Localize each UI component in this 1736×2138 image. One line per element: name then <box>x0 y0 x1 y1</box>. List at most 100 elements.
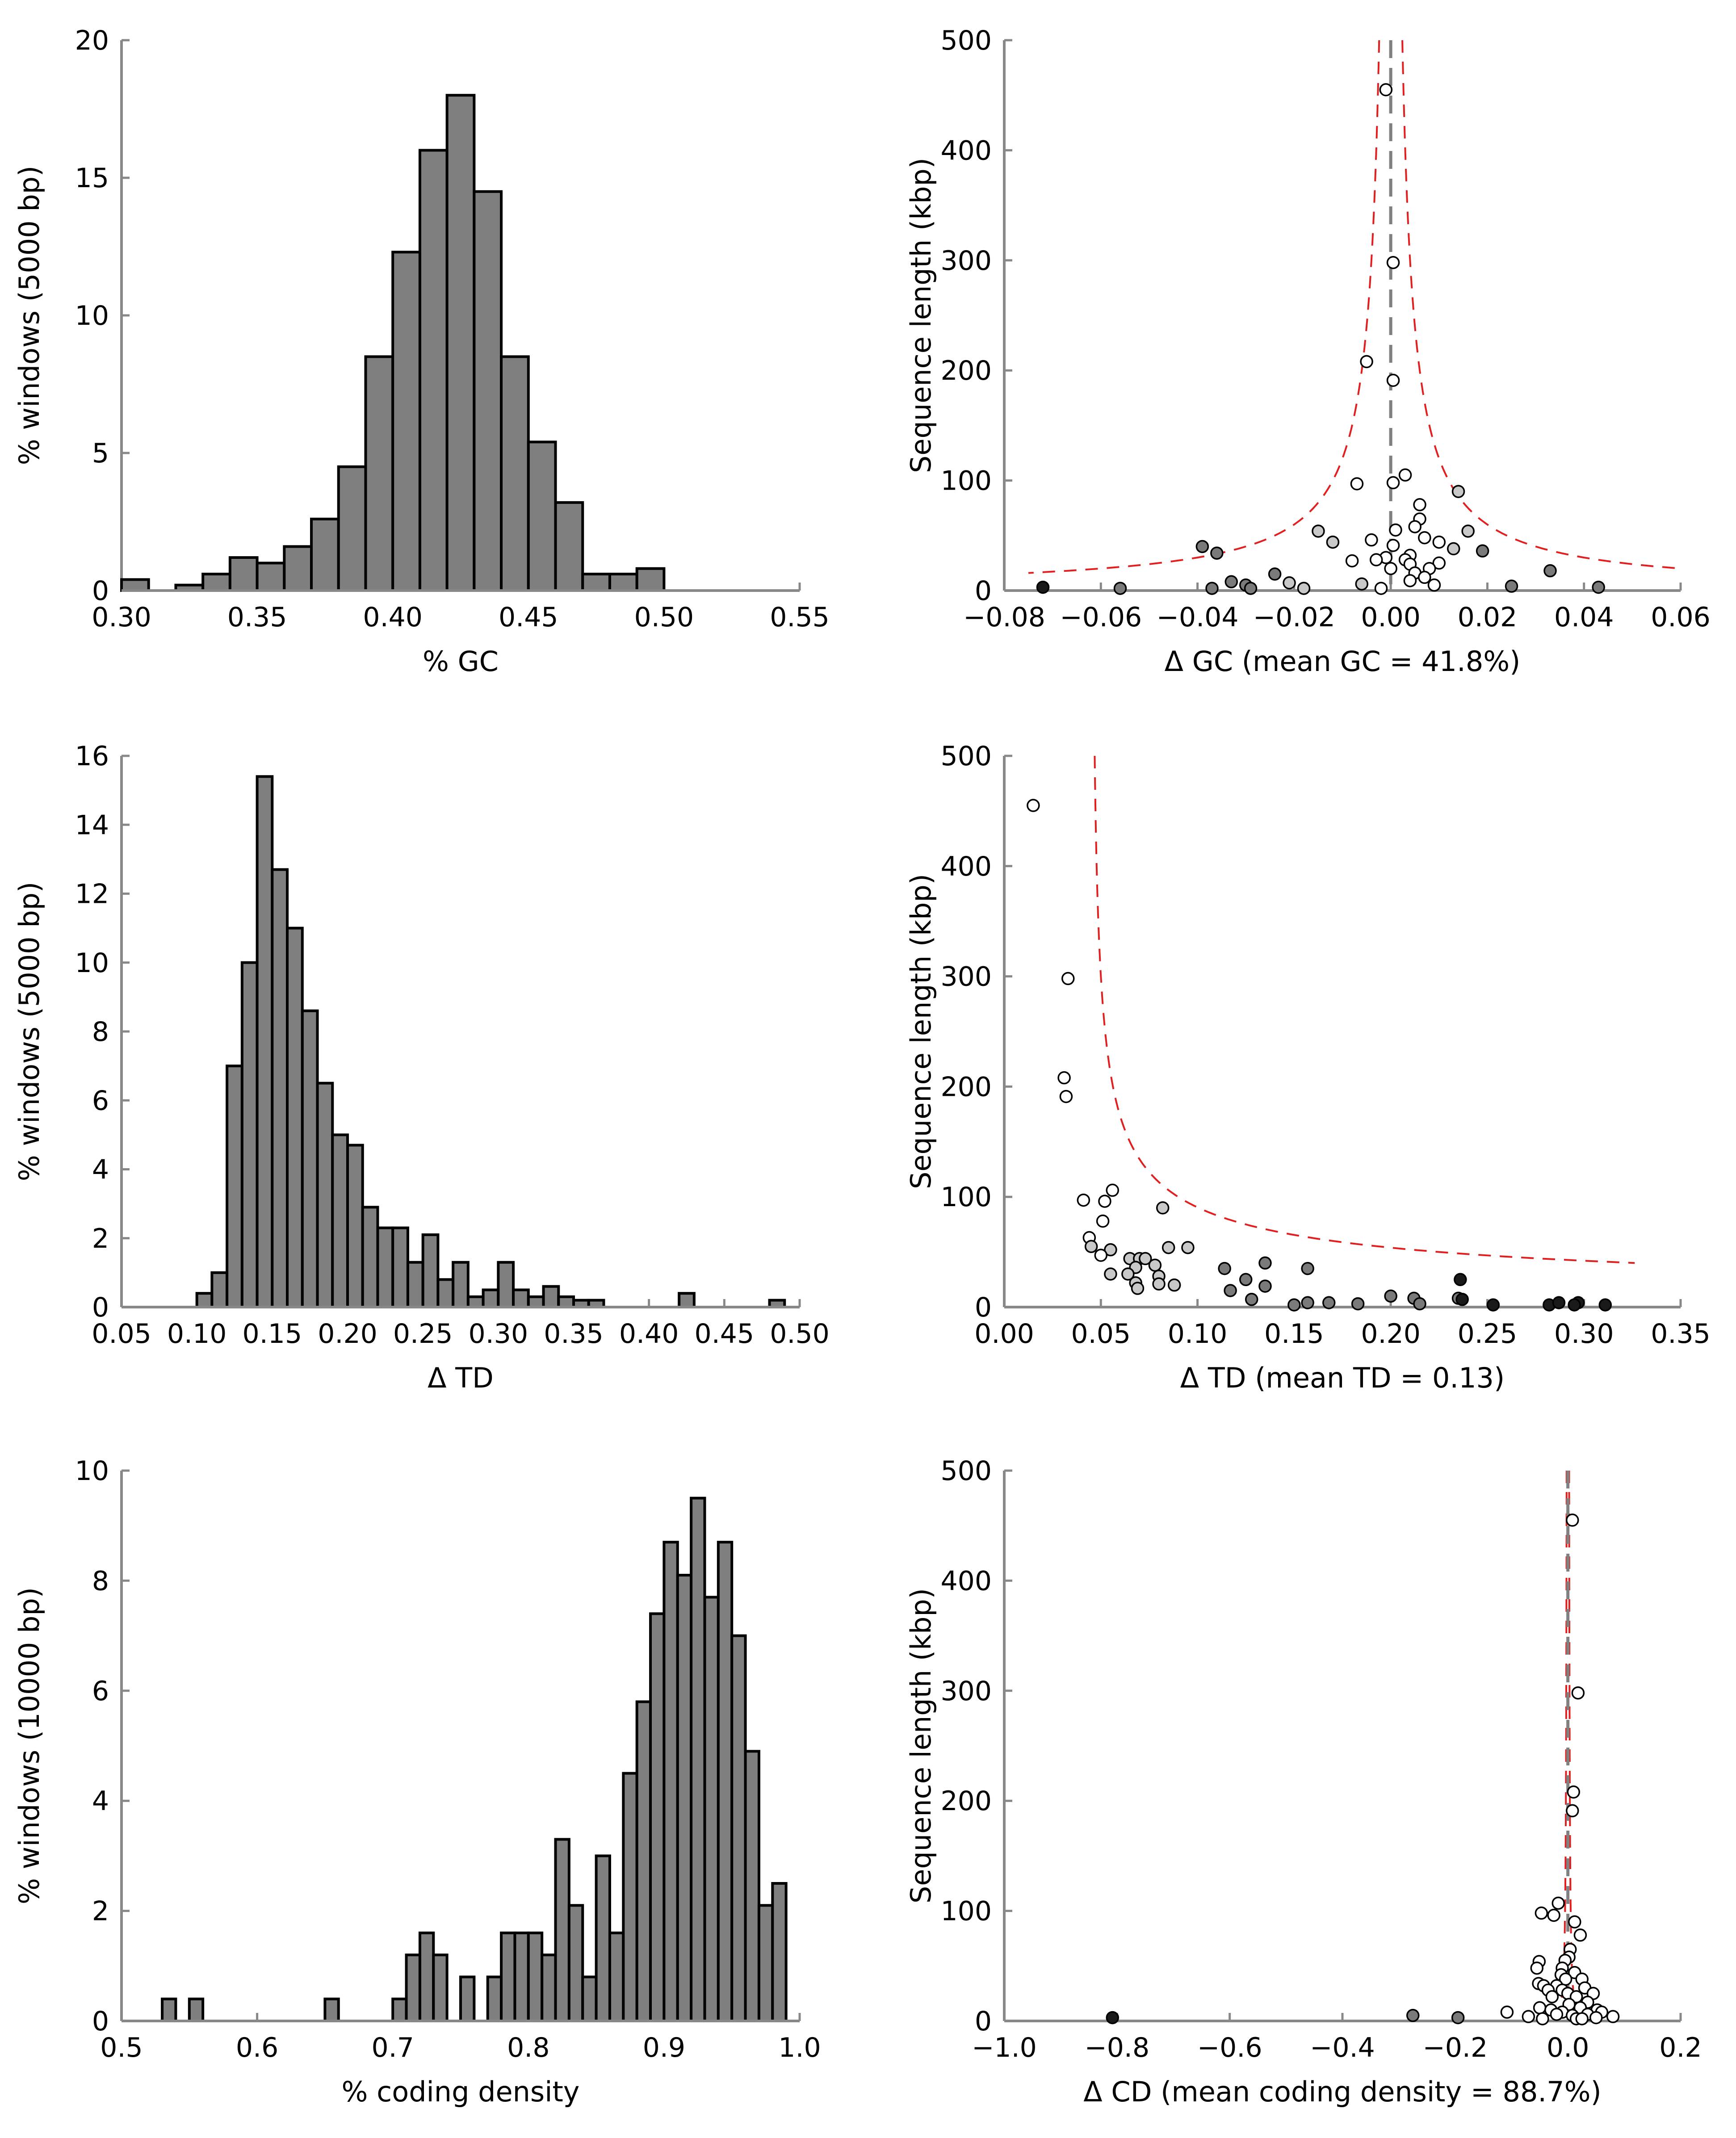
histogram-bar <box>316 1082 334 1308</box>
histogram-bar <box>346 1144 364 1308</box>
y-tick-label: 20 <box>75 25 109 56</box>
x-tick-label: −0.04 <box>1157 602 1239 633</box>
x-tick-label: 0.50 <box>634 602 694 633</box>
x-tick-label: 0.40 <box>363 602 423 633</box>
x-tick-label: 0.25 <box>393 1318 453 1350</box>
x-axis-title: Δ CD (mean coding density = 88.7%) <box>1083 2075 1601 2108</box>
scatter-point <box>1287 1298 1301 1312</box>
scatter-point <box>1418 570 1431 584</box>
x-tick-label: −0.08 <box>963 602 1045 633</box>
x-tick-label: 0.2 <box>1659 2032 1702 2063</box>
x-tick-label: 0.10 <box>1168 1318 1228 1350</box>
histogram-bar <box>635 1700 652 2022</box>
histogram-bar <box>459 1975 476 2022</box>
histogram-bar <box>226 1065 243 1308</box>
td-scatter-panel: 0 100 200 300 400 500 0.00 0.05 0.10 0.15 0.20 0.25… <box>905 741 1711 1394</box>
histogram-bar <box>466 1295 485 1309</box>
y-tick-label: 6 <box>92 1676 109 1707</box>
y-tick-label: 300 <box>940 245 992 277</box>
histogram-bar <box>432 1954 449 2023</box>
histogram-bar <box>195 1292 214 1308</box>
histogram-bar <box>188 1997 205 2023</box>
histogram-bar <box>649 1612 666 2023</box>
histogram-bar <box>486 1975 503 2022</box>
y-tick-label: 400 <box>940 851 992 882</box>
scatter-point <box>1413 1297 1426 1311</box>
y-axis-title: % windows (5000 bp) <box>13 882 46 1181</box>
scatter-point <box>1245 1292 1258 1306</box>
scatter-point <box>1386 539 1400 552</box>
scatter-point <box>1386 256 1400 269</box>
histogram-bar <box>527 440 557 592</box>
histogram-bar <box>730 1634 747 2023</box>
x-tick-label: 0.30 <box>469 1318 528 1350</box>
scatter-point <box>1386 373 1400 387</box>
histogram-bar <box>541 1954 557 2023</box>
scatter-point <box>1476 544 1489 558</box>
histogram-bar <box>161 1997 177 2023</box>
x-tick-label: 0.30 <box>1554 1318 1614 1350</box>
x-tick-label: 0.5 <box>100 2032 143 2063</box>
y-tick-label: 200 <box>940 1786 992 1817</box>
histogram-bar <box>473 190 503 592</box>
histogram-bar <box>331 1133 349 1308</box>
gc-hist-panel: 0 5 10 15 20 0.30 0.35 0.40 0.45 0.50 0.55 % GC % wi… <box>13 25 830 678</box>
scatter-point <box>1486 1298 1500 1312</box>
y-tick-label: 100 <box>940 465 992 497</box>
scatter-point <box>1571 1686 1585 1700</box>
x-tick-label: 0.02 <box>1458 602 1518 633</box>
histogram-bar <box>240 961 259 1308</box>
histogram-bar <box>286 926 304 1308</box>
scatter-point <box>1096 1214 1110 1228</box>
histogram-bar <box>421 1233 440 1309</box>
scatter-point <box>1592 580 1605 594</box>
histogram-bar <box>581 573 611 592</box>
y-tick-label: 400 <box>940 1565 992 1597</box>
scatter-point <box>1224 575 1238 589</box>
histogram-bar <box>436 1278 455 1309</box>
scatter-point <box>1106 1183 1119 1197</box>
scatter-point <box>1500 2005 1514 2019</box>
histogram-bar <box>405 1954 421 2023</box>
scatter-point <box>1451 485 1465 498</box>
histogram-bar <box>497 1261 515 1309</box>
scatter-point <box>1551 1896 1565 1910</box>
scatter-point <box>1131 1282 1145 1295</box>
scatter-point <box>1447 542 1460 556</box>
scatter-point <box>1360 355 1373 369</box>
scatter-point <box>1418 531 1431 545</box>
y-axis-title: Sequence length (kbp) <box>905 158 937 473</box>
scatter-point <box>1104 1267 1117 1281</box>
scatter-point <box>1258 1279 1272 1293</box>
scatter-point <box>1027 799 1040 812</box>
histogram-bar <box>445 94 476 592</box>
histogram-bar <box>391 1997 408 2023</box>
histogram-bar <box>608 573 638 592</box>
x-tick-label: −0.8 <box>1084 2032 1149 2063</box>
scatter-point <box>1345 554 1359 568</box>
scatter-point <box>1545 1990 1559 2004</box>
histogram-bar <box>513 1931 530 2022</box>
scatter-point <box>1351 1297 1365 1311</box>
x-tick-label: 0.8 <box>507 2032 549 2063</box>
scatter-point <box>1326 535 1340 549</box>
histogram-bar <box>595 1854 611 2022</box>
scatter-point <box>1533 2001 1547 2015</box>
scatter-point <box>1536 2012 1549 2025</box>
y-tick-label: 4 <box>92 1786 109 1817</box>
histogram-bar <box>228 556 259 592</box>
histogram-bar <box>717 1541 734 2022</box>
scatter-point <box>1057 1071 1071 1085</box>
histogram-bar <box>527 1931 544 2022</box>
scatter-point <box>1297 582 1311 595</box>
scatter-point <box>1573 1928 1587 1942</box>
histogram-bar <box>256 775 274 1308</box>
y-tick-label: 0 <box>92 1292 109 1323</box>
x-tick-label: 0.00 <box>974 1318 1034 1350</box>
scatter-point <box>1322 1296 1336 1309</box>
y-tick-label: 0 <box>92 575 109 607</box>
scatter-point <box>1312 524 1325 538</box>
y-tick-label: 200 <box>940 1071 992 1103</box>
scatter-point <box>1195 540 1209 553</box>
